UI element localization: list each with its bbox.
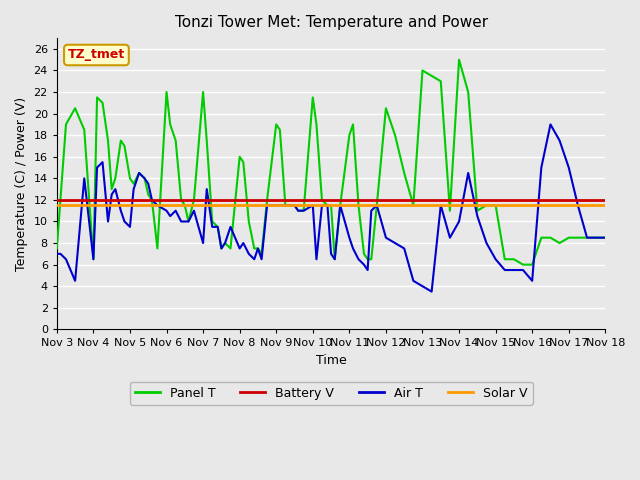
Legend: Panel T, Battery V, Air T, Solar V: Panel T, Battery V, Air T, Solar V: [130, 382, 532, 405]
Panel T: [90, 256, 97, 262]
Panel T: [71, 105, 79, 111]
Panel T: [111, 176, 119, 181]
Air T: [602, 235, 609, 240]
Air T: [154, 203, 161, 208]
Panel T: [419, 68, 426, 73]
Air T: [465, 170, 472, 176]
Panel T: [492, 203, 499, 208]
Line: Panel T: Panel T: [57, 60, 605, 264]
Air T: [428, 289, 435, 295]
X-axis label: Time: Time: [316, 354, 346, 367]
Air T: [130, 186, 138, 192]
Air T: [184, 218, 192, 224]
Air T: [53, 251, 61, 257]
Panel T: [53, 246, 61, 252]
Text: TZ_tmet: TZ_tmet: [68, 48, 125, 61]
Panel T: [519, 262, 527, 267]
Air T: [245, 251, 253, 257]
Panel T: [602, 235, 609, 240]
Title: Tonzi Tower Met: Temperature and Power: Tonzi Tower Met: Temperature and Power: [175, 15, 488, 30]
Panel T: [276, 127, 284, 132]
Air T: [547, 121, 554, 127]
Panel T: [455, 57, 463, 62]
Y-axis label: Temperature (C) / Power (V): Temperature (C) / Power (V): [15, 96, 28, 271]
Line: Air T: Air T: [57, 124, 605, 292]
Air T: [282, 203, 289, 208]
